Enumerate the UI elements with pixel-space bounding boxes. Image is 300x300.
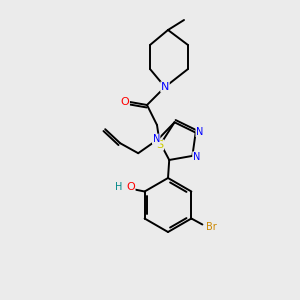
Text: Br: Br: [206, 221, 217, 232]
Text: N: N: [196, 127, 203, 136]
Text: N: N: [193, 152, 200, 162]
Text: O: O: [121, 97, 129, 107]
Text: S: S: [156, 140, 164, 150]
Text: O: O: [126, 182, 135, 193]
Text: N: N: [152, 134, 160, 144]
Text: H: H: [115, 182, 123, 193]
Text: N: N: [161, 82, 169, 92]
